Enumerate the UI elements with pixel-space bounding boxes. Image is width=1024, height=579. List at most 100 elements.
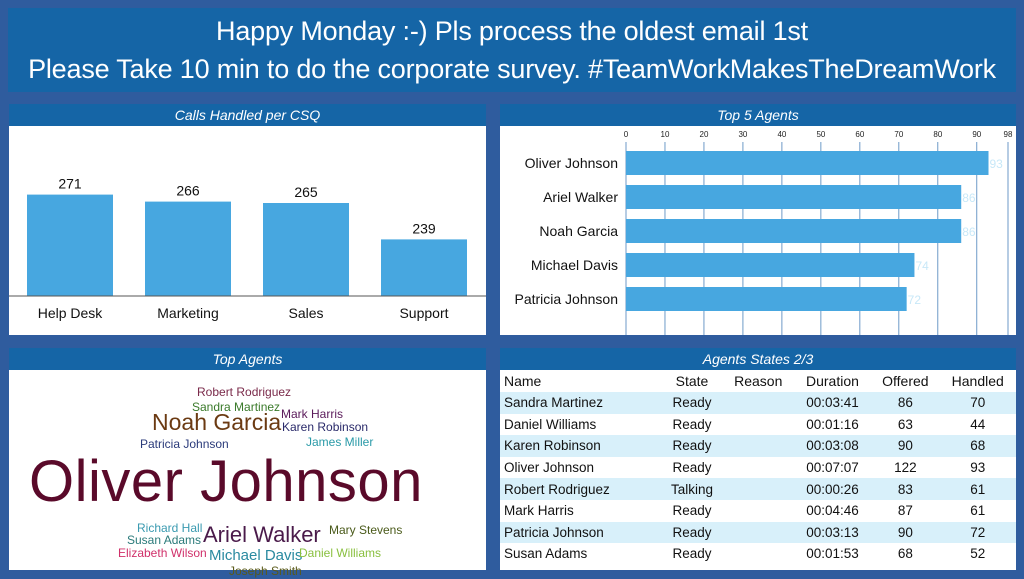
cell-offered: 90 xyxy=(871,521,940,544)
column-header-handled[interactable]: Handled xyxy=(939,370,1016,392)
table-row: Mark Harris Ready 00:04:46 87 61 xyxy=(500,500,1016,522)
cell-state: Ready xyxy=(661,392,723,414)
bar-marketing xyxy=(145,201,231,296)
data-label: 93 xyxy=(990,157,1004,171)
cell-reason xyxy=(723,414,794,436)
cell-reason xyxy=(722,435,794,457)
cell-handled: 44 xyxy=(970,416,986,432)
column-header-offered[interactable]: Offered xyxy=(871,370,940,392)
agent-states-panel: Agents States 2/3 Name State Reason Dura… xyxy=(500,348,1016,570)
cell-handled: 70 xyxy=(939,392,1016,414)
tick-label: 50 xyxy=(816,130,825,139)
bar-patricia-johnson xyxy=(626,287,907,311)
table-row: Karen Robinson Ready 00:03:08 90 68 xyxy=(500,435,1016,457)
wordcloud-word: James Miller xyxy=(306,435,374,449)
cell-offered: 87 xyxy=(897,503,913,519)
agent-label: Michael Davis xyxy=(531,257,618,273)
agent-label: Noah Garcia xyxy=(539,223,618,239)
cell-reason xyxy=(722,392,794,414)
cell-offered: 122 xyxy=(894,460,917,476)
announcement-banner: Happy Monday :-) Pls process the oldest … xyxy=(8,8,1016,92)
top-agents-wordcloud: Robert Rodriguez Sandra Martinez Mark Ha… xyxy=(9,370,486,577)
cell-name: Oliver Johnson xyxy=(504,460,595,476)
cell-duration: 00:00:26 xyxy=(793,478,872,500)
cell-duration: 00:01:53 xyxy=(806,546,859,562)
bar-sales xyxy=(263,203,349,296)
data-label: 74 xyxy=(915,259,929,273)
cell-name: Sandra Martinez xyxy=(500,392,662,414)
cell-handled: 72 xyxy=(939,521,1016,544)
cell-offered: 68 xyxy=(897,546,913,562)
cell-offered: 63 xyxy=(897,416,913,432)
data-label: 86 xyxy=(962,225,976,239)
wordcloud-word: Mary Stevens xyxy=(329,523,403,537)
column-header-reason[interactable]: Reason xyxy=(722,370,794,392)
agent-label: Ariel Walker xyxy=(543,189,618,205)
cell-handled: 93 xyxy=(970,460,986,476)
data-label: 72 xyxy=(908,293,922,307)
cell-name: Susan Adams xyxy=(504,546,588,562)
top5-agents-panel: Top 5 Agents 0 10 20 30 40 50 60 70 80 90 98 Oliver… xyxy=(500,104,1016,338)
data-label: 271 xyxy=(58,176,82,192)
cell-offered: 86 xyxy=(871,392,940,414)
cell-reason xyxy=(723,543,794,565)
bar-support xyxy=(381,239,467,296)
wordcloud-word: Robert Rodriguez xyxy=(197,385,292,399)
column-header-duration[interactable]: Duration xyxy=(793,370,872,392)
wordcloud-word: Joseph Smith xyxy=(229,564,302,578)
cell-name: Mark Harris xyxy=(504,503,574,519)
cell-name: Daniel Williams xyxy=(504,416,597,432)
bar-help-desk xyxy=(27,194,113,296)
calls-handled-panel: Calls Handled per CSQ 271 Help Desk 266 Mar… xyxy=(9,104,486,335)
bar-michael-davis xyxy=(626,253,915,277)
tick-label: 20 xyxy=(700,130,709,139)
cell-name: Patricia Johnson xyxy=(500,521,662,544)
cell-reason xyxy=(723,500,794,522)
table-row: Susan Adams Ready 00:01:53 68 52 xyxy=(500,543,1016,565)
cell-state: Ready xyxy=(672,460,712,476)
cell-state: Ready xyxy=(661,435,723,457)
wordcloud-word: Patricia Johnson xyxy=(140,437,229,451)
top-agents-panel: Top Agents Robert Rodriguez Sandra Marti… xyxy=(9,348,486,577)
tick-label: 60 xyxy=(855,130,864,139)
cell-name: Robert Rodriguez xyxy=(500,478,662,500)
agent-states-table: Name State Reason Duration Offered Handl… xyxy=(500,370,1016,565)
wordcloud-word: Ariel Walker xyxy=(203,522,321,547)
cell-duration: 00:03:08 xyxy=(793,435,872,457)
data-label: 266 xyxy=(176,183,200,199)
cell-duration: 00:04:46 xyxy=(806,503,859,519)
wordcloud-word: Daniel Williams xyxy=(299,546,382,560)
data-label: 86 xyxy=(962,191,976,205)
data-label: 239 xyxy=(412,220,436,236)
cell-reason xyxy=(722,521,794,544)
banner-line-1: Happy Monday :-) Pls process the oldest … xyxy=(216,16,808,46)
top-agents-title: Top Agents xyxy=(9,348,486,370)
wordcloud-word: Sandra Martinez xyxy=(192,400,281,414)
cell-state: Ready xyxy=(672,546,712,562)
agent-states-title: Agents States 2/3 xyxy=(500,348,1016,370)
agent-label: Oliver Johnson xyxy=(525,155,618,171)
cell-reason xyxy=(723,457,794,479)
column-header-state[interactable]: State xyxy=(661,370,723,392)
wordcloud-word: Karen Robinson xyxy=(282,420,369,434)
tick-label: 90 xyxy=(972,130,981,139)
cell-offered: 90 xyxy=(871,435,940,457)
wordcloud-word: Susan Adams xyxy=(127,533,202,547)
wordcloud-word: Michael Davis xyxy=(209,547,303,564)
wordcloud-word: Elizabeth Wilson xyxy=(118,546,207,560)
cell-handled: 68 xyxy=(939,435,1016,457)
data-label: 265 xyxy=(294,184,318,200)
top5-agents-title: Top 5 Agents xyxy=(500,104,1016,126)
column-header-name[interactable]: Name xyxy=(500,370,662,392)
top5-agents-chart: 0 10 20 30 40 50 60 70 80 90 98 Oliver Johnson 93 Ari… xyxy=(514,130,1013,338)
tick-label: 40 xyxy=(777,130,786,139)
wordcloud-word: Oliver Johnson xyxy=(29,449,423,514)
cell-offered: 83 xyxy=(871,478,940,500)
table-row: Patricia Johnson Ready 00:03:13 90 72 xyxy=(500,521,1016,544)
table-row: Sandra Martinez Ready 00:03:41 86 70 xyxy=(500,392,1016,414)
cell-duration: 00:03:41 xyxy=(793,392,872,414)
category-label: Support xyxy=(399,305,448,321)
bar-ariel-walker xyxy=(626,185,962,209)
category-label: Sales xyxy=(288,305,323,321)
bar-oliver-johnson xyxy=(626,151,989,175)
